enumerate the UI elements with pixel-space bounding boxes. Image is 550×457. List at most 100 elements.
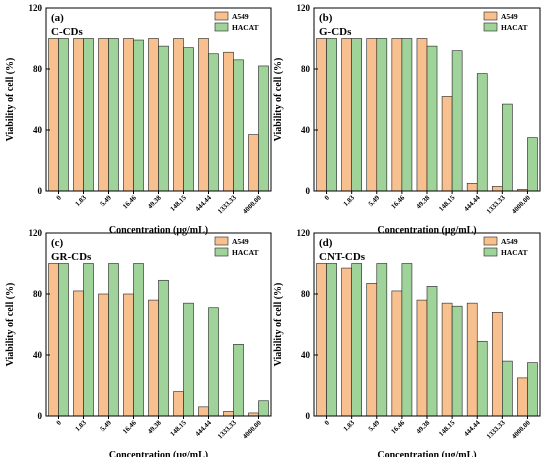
bar-a549-1.83 [341, 38, 352, 192]
y-axis-title: Viability of cell (%) [5, 58, 16, 142]
panel-title: GR-CDs [51, 251, 92, 263]
bar-a549-1.83 [73, 290, 84, 417]
legend-label-a549: A549 [232, 237, 249, 246]
legend-swatch-hacat [483, 22, 498, 32]
y-tick-label: 40 [33, 350, 43, 360]
y-tick-label: 120 [297, 3, 311, 13]
legend-swatch-hacat [214, 22, 229, 32]
bar-a549-16.46 [391, 290, 403, 417]
legend-label-a549: A549 [232, 12, 249, 21]
x-tick-label: 5.49 [99, 193, 114, 208]
x-tick-label: 4000.00 [510, 418, 532, 440]
bar-hacat-1333.33 [233, 59, 244, 192]
bar-a549-444.44 [198, 406, 209, 417]
x-axis-title: Concentration (μg/mL) [109, 225, 208, 236]
y-tick-label: 40 [301, 125, 311, 135]
chart-panel-3: 0 40 80 120 0 1.83 5.49 16.46 49.38 148.15 444.44 1… [5, 228, 272, 457]
legend-swatch-a549 [483, 236, 498, 246]
x-tick-label: 148.15 [169, 193, 189, 213]
y-tick-label: 0 [306, 186, 311, 196]
bar-hacat-4000.00 [258, 65, 269, 192]
bar-hacat-1333.33 [502, 103, 513, 192]
bar-hacat-444.44 [476, 73, 488, 192]
legend-swatch-a549 [483, 11, 498, 21]
bar-hacat-4000.00 [527, 362, 538, 417]
panel-title: CNT-CDs [319, 251, 366, 263]
bar-hacat-1.83 [83, 263, 94, 417]
x-tick-label: 16.46 [121, 418, 138, 435]
x-tick-label: 49.38 [415, 418, 432, 435]
x-tick-label: 5.49 [99, 418, 114, 433]
x-tick-label: 1333.33 [216, 193, 238, 215]
bar-hacat-49.38 [426, 286, 438, 417]
bar-a549-16.46 [123, 38, 134, 192]
x-tick-label: 1.83 [342, 193, 357, 208]
bar-a549-49.38 [148, 299, 159, 417]
x-tick-label: 49.38 [415, 193, 432, 210]
bar-a549-444.44 [466, 302, 478, 417]
bar-a549-0 [316, 263, 327, 417]
x-tick-label: 16.46 [390, 193, 407, 210]
x-tick-label: 444.44 [194, 193, 214, 213]
bar-a549-148.15 [441, 96, 453, 192]
bar-a549-1.83 [73, 38, 84, 192]
bar-hacat-1333.33 [233, 344, 244, 417]
bar-a549-1333.33 [491, 311, 503, 417]
legend-swatch-a549 [214, 11, 229, 21]
y-axis-title: Viability of cell (%) [273, 58, 284, 142]
bar-a549-1333.33 [223, 51, 234, 192]
bar-hacat-49.38 [158, 45, 169, 192]
bar-a549-0 [48, 263, 59, 417]
bar-a549-5.49 [366, 38, 378, 192]
panel-title: C-CDs [51, 26, 83, 38]
legend-swatch-hacat [214, 247, 229, 257]
bar-a549-5.49 [98, 293, 109, 417]
legend-label-hacat: HACAT [232, 248, 259, 257]
bar-hacat-0 [326, 263, 337, 417]
panel-title: G-CDs [319, 26, 352, 38]
x-tick-label: 4000.00 [241, 418, 263, 440]
legend-label-hacat: HACAT [501, 23, 528, 32]
bar-hacat-5.49 [376, 263, 388, 417]
bar-hacat-49.38 [158, 279, 169, 417]
x-tick-label: 1333.33 [485, 418, 507, 440]
legend-swatch-hacat [483, 247, 498, 257]
legend-swatch-a549 [214, 236, 229, 246]
x-tick-label: 4000.00 [510, 193, 532, 215]
panel-letter: (b) [319, 12, 333, 24]
bar-hacat-5.49 [108, 38, 119, 192]
x-axis-title: Concentration (μg/mL) [377, 450, 476, 457]
x-tick-label: 16.46 [390, 418, 407, 435]
panel-letter: (c) [51, 237, 64, 249]
x-tick-label: 1.83 [342, 418, 357, 433]
bar-hacat-444.44 [476, 340, 488, 417]
y-tick-label: 80 [33, 64, 43, 74]
x-axis-title: Concentration (μg/mL) [109, 450, 208, 457]
bar-hacat-1.83 [351, 38, 363, 192]
y-tick-label: 0 [38, 186, 43, 196]
x-tick-label: 16.46 [121, 193, 138, 210]
bar-a549-16.46 [391, 38, 403, 192]
bar-a549-4000.00 [248, 134, 259, 192]
bar-hacat-1333.33 [502, 360, 513, 417]
bar-a549-0 [316, 38, 327, 192]
bar-hacat-148.15 [183, 47, 194, 192]
x-tick-label: 0 [55, 193, 63, 201]
bar-hacat-5.49 [376, 38, 388, 192]
y-tick-label: 0 [306, 411, 311, 421]
y-tick-label: 40 [301, 350, 311, 360]
bar-hacat-0 [326, 38, 337, 192]
x-tick-label: 49.38 [146, 193, 163, 210]
x-tick-label: 1.83 [74, 418, 89, 433]
bar-hacat-444.44 [208, 307, 219, 417]
bar-hacat-148.15 [451, 50, 463, 192]
legend-label-a549: A549 [501, 237, 518, 246]
bar-a549-4000.00 [517, 377, 528, 417]
x-tick-label: 444.44 [194, 418, 214, 438]
x-tick-label: 1.83 [74, 193, 89, 208]
bar-hacat-49.38 [426, 45, 438, 192]
x-tick-label: 1333.33 [485, 193, 507, 215]
bar-hacat-16.46 [401, 38, 413, 192]
x-tick-label: 148.15 [437, 193, 457, 213]
